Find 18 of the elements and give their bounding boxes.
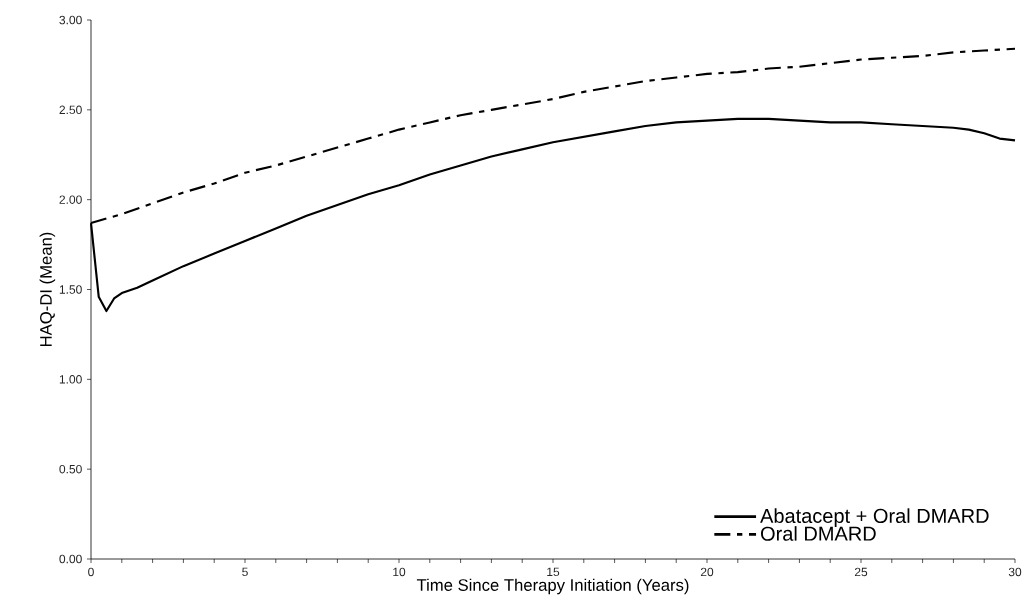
x-tick-label: 5 [242, 567, 248, 577]
x-tick-label: 20 [700, 567, 714, 577]
y-tick-label: 0.00 [59, 554, 82, 564]
x-tick-label: 25 [854, 567, 868, 577]
y-tick-label: 2.00 [59, 195, 82, 204]
x-tick-label: 10 [393, 567, 406, 577]
x-tick-label: 0 [88, 567, 94, 577]
y-tick-label: 1.00 [59, 375, 82, 384]
y-tick-label: 1.50 [59, 285, 82, 294]
x-axis-title: Time Since Therapy Initiation (Years) [416, 578, 689, 595]
y-axis-title: HAQ-DI (Mean) [39, 232, 56, 347]
x-tick-label: 30 [1008, 567, 1022, 577]
y-tick-label: 2.50 [59, 105, 82, 115]
y-tick-label: 3.00 [59, 15, 82, 25]
legend-label: Oral DMARD [761, 526, 876, 541]
legend-label: Abatacept + Oral DMARD [760, 508, 989, 527]
y-tick-label: 0.50 [59, 464, 82, 474]
x-tick-label: 15 [547, 567, 560, 577]
